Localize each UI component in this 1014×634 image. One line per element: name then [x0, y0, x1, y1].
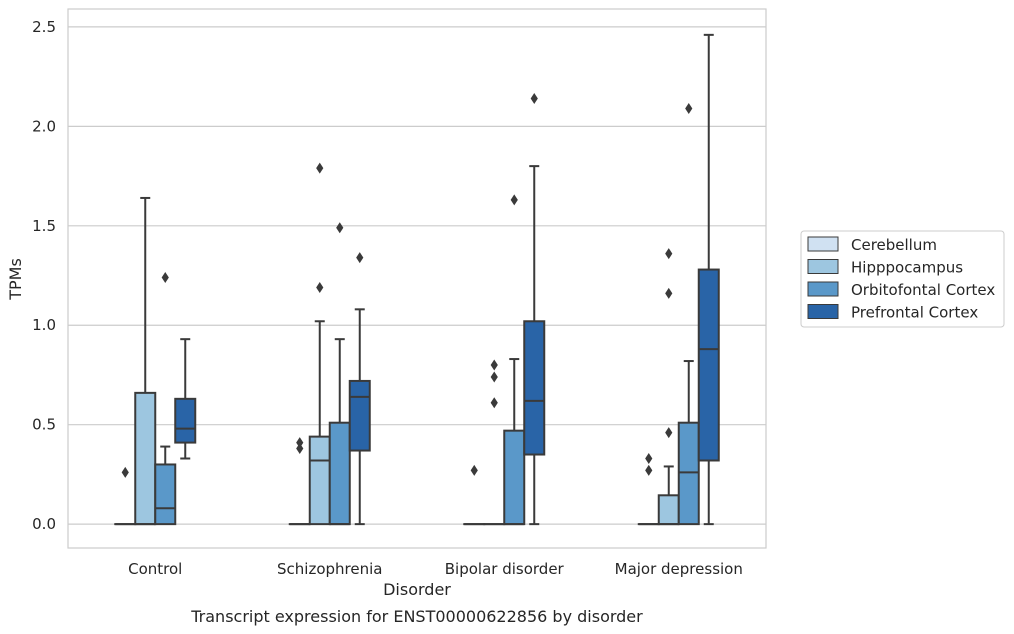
legend-label: Prefrontal Cortex	[851, 304, 978, 322]
box-hipppocampus	[134, 196, 157, 526]
box-orbitofontal-cortex	[154, 272, 177, 526]
outlier-point	[645, 452, 653, 464]
outlier-point	[296, 437, 304, 449]
x-tick-label: Schizophrenia	[277, 560, 382, 578]
x-tick-label: Control	[128, 560, 182, 578]
plot-area-frame	[67, 8, 767, 549]
y-axis-ticks: 0.0 0.5 1.0 1.5 2.0 2.5	[32, 18, 56, 533]
outlier-point	[645, 464, 653, 476]
box-iqr	[503, 429, 526, 526]
outlier-point	[685, 102, 693, 114]
outlier-point	[490, 359, 498, 371]
x-tick-label: Bipolar disorder	[445, 560, 565, 578]
box-iqr	[154, 463, 177, 526]
legend-frame	[800, 230, 1005, 328]
box-iqr	[328, 421, 351, 526]
plot-marks	[114, 33, 720, 526]
y-axis-label: TPMs	[6, 258, 25, 301]
y-tick-label: 1.0	[32, 316, 56, 334]
box-hipppocampus	[308, 162, 331, 526]
box-prefrontal-cortex	[174, 338, 197, 460]
outlier-point	[490, 371, 498, 383]
box-orbitofontal-cortex	[503, 194, 526, 526]
box-hipppocampus	[483, 359, 506, 526]
box-iqr	[174, 397, 197, 444]
outlier-point	[161, 272, 169, 284]
box-prefrontal-cortex	[348, 252, 371, 526]
outlier-point	[665, 427, 673, 439]
outlier-point	[470, 464, 478, 476]
box-iqr	[657, 494, 680, 526]
outlier-point	[665, 248, 673, 260]
y-tick-label: 2.5	[32, 18, 56, 36]
y-tick-label: 0.5	[32, 416, 56, 434]
outlier-point	[336, 222, 344, 234]
legend-label: Cerebellum	[851, 236, 937, 254]
box-iqr	[523, 320, 546, 456]
legend-swatch	[807, 281, 839, 297]
legend-swatch	[807, 236, 839, 252]
box-cerebellum	[288, 437, 311, 526]
box-iqr	[308, 435, 331, 526]
box-cerebellum	[637, 452, 660, 526]
outlier-point	[530, 93, 538, 105]
box-cerebellum	[463, 464, 486, 526]
box-iqr	[134, 391, 157, 526]
box-hipppocampus	[657, 248, 680, 526]
x-axis-label: Disorder	[383, 580, 451, 599]
outlier-point	[296, 443, 304, 455]
box-iqr	[348, 379, 371, 452]
outlier-point	[316, 281, 324, 293]
y-tick-label: 2.0	[32, 117, 56, 135]
x-tick-label: Major depression	[615, 560, 743, 578]
box-prefrontal-cortex	[697, 33, 720, 526]
outlier-point	[121, 466, 129, 478]
box-iqr	[697, 268, 720, 462]
outlier-point	[316, 162, 324, 174]
chart-caption: Transcript expression for ENST0000062285…	[190, 607, 643, 626]
outlier-point	[510, 194, 518, 206]
legend-label: Hipppocampus	[851, 259, 963, 277]
legend-swatch	[807, 304, 839, 319]
y-gridlines	[68, 26, 766, 525]
x-axis-ticks: Control Schizophrenia Bipolar disorder Majo…	[128, 560, 743, 578]
box-orbitofontal-cortex	[328, 222, 351, 526]
y-tick-label: 0.0	[32, 515, 56, 533]
box-orbitofontal-cortex	[677, 102, 700, 526]
legend-swatch	[807, 259, 839, 274]
box-cerebellum	[114, 466, 137, 526]
outlier-point	[665, 287, 673, 299]
y-tick-label: 1.5	[32, 217, 56, 235]
outlier-point	[356, 252, 364, 264]
outlier-point	[490, 397, 498, 409]
legend: Cerebellum Hipppocampus Orbitofontal Corte…	[800, 230, 1005, 328]
legend-label: Orbitofontal Cortex	[851, 281, 995, 299]
box-prefrontal-cortex	[523, 93, 546, 526]
